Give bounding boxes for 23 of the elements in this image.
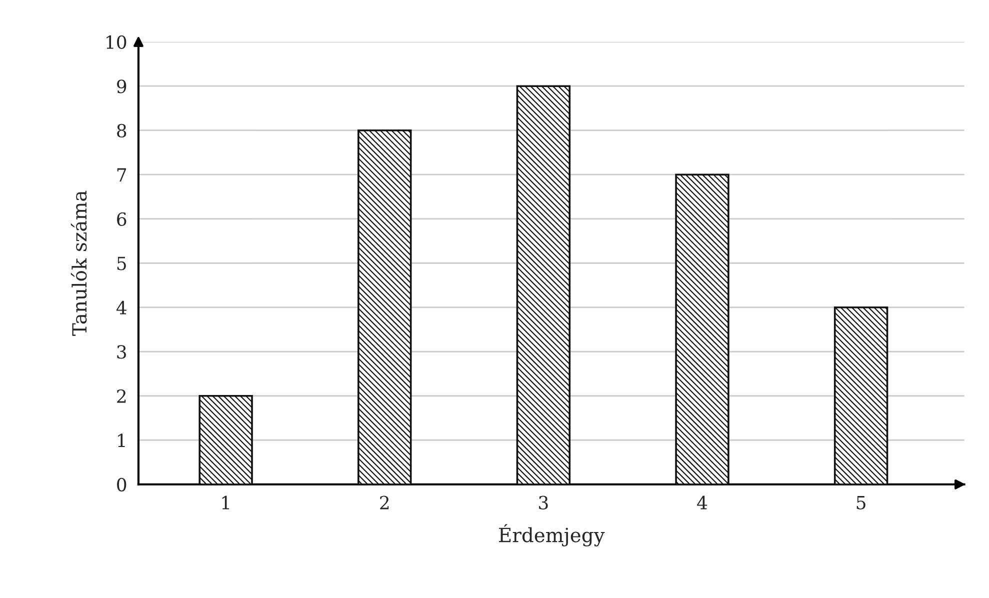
x-tick-label: 2 xyxy=(380,496,389,510)
y-tick-label: 1 xyxy=(118,434,125,447)
y-tick-label: 3 xyxy=(117,345,126,359)
x-tick-label: 1 xyxy=(222,496,229,510)
y-tick-label: 4 xyxy=(116,300,126,314)
bar xyxy=(358,129,412,484)
bar xyxy=(675,174,730,484)
y-tick-label: 5 xyxy=(117,256,126,270)
x-tick-label: 3 xyxy=(539,496,548,510)
bar xyxy=(516,85,571,484)
bar xyxy=(834,306,888,484)
y-tick-label: 0 xyxy=(117,478,126,492)
y-tick-label: 2 xyxy=(117,389,126,403)
y-axis-title: Tanulók száma xyxy=(70,190,87,336)
bar xyxy=(198,394,253,484)
x-tick-label: 4 xyxy=(697,496,708,510)
y-tick-label: 10 xyxy=(106,35,126,49)
y-tick-label: 9 xyxy=(117,80,126,94)
x-axis-title: Érdemjegy xyxy=(499,524,605,546)
y-tick-label: 6 xyxy=(117,212,126,226)
y-tick-label: 7 xyxy=(117,168,126,182)
x-tick-label: 5 xyxy=(856,496,866,510)
y-tick-label: 8 xyxy=(117,124,126,138)
